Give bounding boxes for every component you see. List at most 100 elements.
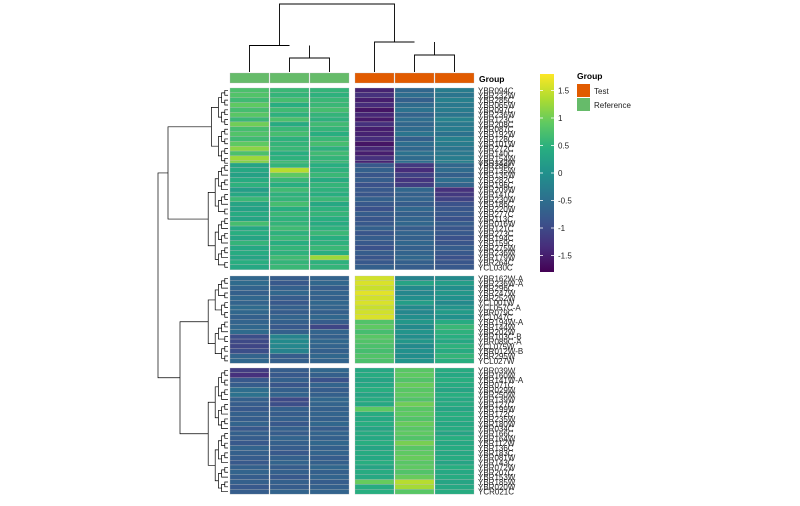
heatmap-cell — [354, 416, 395, 422]
heatmap-cell — [269, 367, 310, 373]
heatmap-cell — [229, 450, 270, 456]
heatmap-cell — [394, 426, 435, 432]
heatmap-cell — [309, 304, 350, 311]
heatmap-cell — [354, 295, 395, 301]
heatmap-cell — [394, 155, 435, 161]
heatmap-cell — [354, 411, 395, 417]
dendrogram-link — [218, 136, 222, 157]
heatmap-cell — [394, 334, 435, 340]
legend-swatch — [577, 84, 590, 97]
heatmap-cell — [354, 430, 395, 437]
heatmap-cell — [269, 245, 310, 251]
heatmap-cell — [354, 445, 395, 451]
heatmap-cell — [394, 430, 435, 437]
heatmap-cell — [394, 358, 435, 364]
heatmap-cell — [354, 309, 395, 315]
dendrogram-link — [224, 418, 228, 425]
heatmap-cell — [354, 392, 395, 398]
heatmap-cell — [434, 489, 475, 495]
row-label: YBR264C — [478, 258, 514, 267]
dendrogram-link — [224, 442, 228, 449]
heatmap-cell — [269, 187, 310, 193]
heatmap-cell — [434, 206, 475, 212]
heatmap-cell — [434, 411, 475, 417]
heatmap-cell — [354, 280, 395, 286]
heatmap-cell — [309, 489, 350, 495]
heatmap-cell — [309, 177, 350, 183]
heatmap-cell — [434, 102, 475, 108]
heatmap-cell — [229, 353, 270, 359]
heatmap-cell — [269, 445, 310, 451]
row-label: YBR153W — [478, 473, 516, 482]
heatmap-cell — [394, 450, 435, 456]
row-label: YBR166C — [478, 429, 514, 438]
heatmap-cell — [394, 459, 435, 466]
heatmap-cell — [354, 240, 395, 246]
dendrogram-link — [224, 321, 228, 328]
row-label: YBR236W — [478, 249, 516, 258]
heatmap-cell — [309, 387, 350, 393]
row-label: YBR208C — [478, 120, 514, 129]
heatmap-cell — [434, 324, 475, 330]
row-label: YBR194W-A — [478, 318, 524, 327]
heatmap-cell — [434, 406, 475, 412]
heatmap-cell — [269, 250, 310, 256]
heatmap-cell — [229, 348, 270, 354]
heatmap-cell — [309, 348, 350, 354]
color-scale-bar — [540, 74, 554, 272]
heatmap-cell — [354, 141, 395, 147]
heatmap-cell — [309, 97, 350, 103]
heatmap-cell — [229, 116, 270, 123]
heatmap-cell — [309, 396, 350, 403]
heatmap-cell — [434, 382, 475, 388]
heatmap-cell — [434, 329, 475, 335]
heatmap-cell — [394, 300, 435, 306]
row-label: YBR029W — [478, 386, 516, 395]
annotation-cell — [434, 72, 475, 84]
heatmap-cell — [269, 353, 310, 359]
heatmap-cell — [434, 240, 475, 246]
heatmap-cell — [229, 141, 270, 147]
heatmap-cell — [269, 172, 310, 178]
heatmap-cell — [394, 295, 435, 301]
heatmap-cell — [394, 401, 435, 407]
heatmap-cell — [269, 358, 310, 364]
heatmap-cell — [229, 240, 270, 246]
heatmap-cell — [229, 469, 270, 475]
dendrogram-link — [224, 336, 228, 342]
heatmap-cell — [269, 309, 310, 315]
heatmap-cell — [269, 430, 310, 437]
heatmap-cell — [229, 455, 270, 461]
heatmap-cell — [354, 121, 395, 127]
heatmap-cell — [269, 348, 310, 354]
heatmap-cell — [269, 459, 310, 466]
dendrogram-link — [224, 138, 228, 145]
heatmap-cell — [309, 280, 350, 286]
heatmap-cell — [354, 421, 395, 427]
heatmap-cell — [309, 329, 350, 335]
row-label: YBR135W — [478, 171, 516, 180]
dendrogram-link — [289, 57, 330, 72]
heatmap-cell — [229, 474, 270, 480]
heatmap-cell — [309, 401, 350, 407]
dendrogram-link — [224, 433, 228, 439]
heatmap-cells — [229, 87, 475, 495]
row-label: YBR139W — [478, 396, 516, 405]
dendrogram-link — [224, 109, 228, 116]
heatmap-cell — [394, 211, 435, 217]
heatmap-cell — [354, 367, 395, 373]
heatmap-cell — [354, 136, 395, 142]
heatmap-cell — [434, 259, 475, 265]
heatmap-cell — [309, 426, 350, 432]
heatmap-cell — [354, 459, 395, 466]
heatmap-cell — [309, 211, 350, 217]
heatmap-cell — [309, 459, 350, 466]
heatmap-cell — [269, 87, 310, 93]
dendrogram-link — [157, 172, 180, 379]
heatmap-cell — [434, 430, 475, 437]
heatmap-cell — [354, 92, 395, 98]
heatmap-cell — [309, 87, 350, 93]
heatmap-cell — [394, 440, 435, 446]
heatmap-cell — [354, 126, 395, 132]
heatmap-cell — [394, 314, 435, 320]
